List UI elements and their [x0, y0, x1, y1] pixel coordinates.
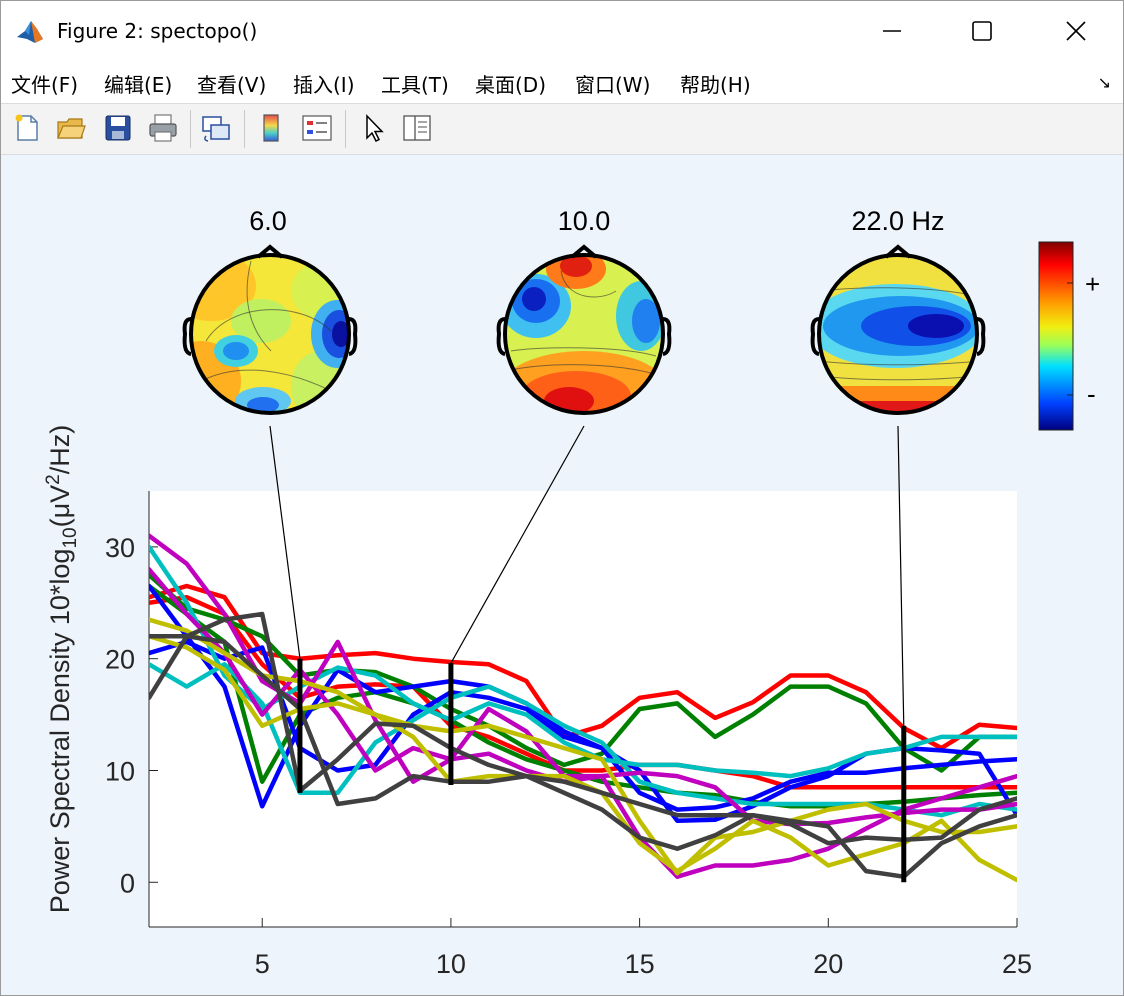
colorbar-plus-label: + [1085, 269, 1100, 299]
y-axis-label: Power Spectral Density 10*log10(μV2/Hz) [43, 425, 81, 913]
series-line-1 [149, 583, 1017, 751]
x-tick-label: 5 [255, 949, 270, 979]
new-figure-icon[interactable] [11, 112, 43, 144]
link-plot-icon[interactable] [200, 112, 232, 144]
series-line-12 [149, 634, 1017, 883]
save-icon[interactable] [102, 112, 134, 144]
series-line-13 [149, 611, 1017, 851]
property-inspector-icon[interactable] [401, 112, 433, 144]
expand-toolstrip-icon[interactable]: ↘ [1097, 73, 1111, 92]
series-line-7 [149, 544, 1017, 779]
topoplot-6hz [182, 244, 358, 415]
series-line-10 [149, 567, 1017, 827]
toolbar-separator [244, 110, 245, 148]
open-file-icon[interactable] [55, 112, 87, 144]
y-axis-label-end: /Hz) [45, 425, 75, 475]
legend-icon[interactable] [301, 112, 333, 144]
x-tick-label: 15 [625, 949, 655, 979]
menu-help[interactable]: 帮助(H) [680, 73, 751, 97]
y-axis-label-main: Power Spectral Density 10*log [45, 549, 75, 914]
colorbar: + - [1038, 241, 1100, 431]
toolbar-separator [345, 110, 346, 148]
menu-edit[interactable]: 编辑(E) [104, 73, 173, 97]
minimize-icon[interactable] [869, 11, 915, 51]
menu-insert[interactable]: 插入(I) [293, 73, 355, 97]
title-bar[interactable]: Figure 2: spectopo() [1, 1, 1123, 61]
y-axis-label-mid: (μV [45, 485, 75, 528]
y-axis-label-sub: 10 [60, 527, 81, 548]
topoplot-10hz [496, 244, 672, 415]
series-line-11 [149, 617, 1017, 876]
figure-canvas: 6.0 10.0 22.0 Hz + - 5 10 15 20 25 0 10 20 30 Po… [1, 154, 1123, 995]
topo-connectors [269, 425, 905, 726]
topo-label-10: 10.0 [558, 206, 611, 236]
topo-label-22: 22.0 Hz [851, 206, 944, 236]
topoplot-22hz [810, 244, 986, 415]
topo-connector-line [897, 425, 905, 726]
axis-ticks: 5 10 15 20 25 0 10 20 30 [105, 533, 1032, 979]
y-tick-label: 30 [105, 533, 135, 563]
frequency-markers [297, 658, 907, 883]
y-tick-label: 20 [105, 645, 135, 675]
topo-connector-line [450, 425, 585, 664]
maximize-icon[interactable] [959, 11, 1005, 51]
print-icon[interactable] [147, 112, 179, 144]
x-tick-label: 20 [813, 949, 843, 979]
menu-file[interactable]: 文件(F) [11, 73, 79, 97]
series-lines [149, 533, 1017, 883]
series-line-3 [149, 572, 1017, 773]
close-icon[interactable] [1053, 11, 1099, 51]
y-tick-label: 0 [120, 868, 135, 898]
colorbar-icon[interactable] [255, 112, 287, 144]
series-line-9 [149, 533, 1017, 879]
series-line-14 [149, 634, 1017, 879]
series-line-5 [149, 583, 1017, 812]
topo-connector-line [269, 425, 301, 659]
menu-window[interactable]: 窗口(W) [575, 73, 651, 97]
menu-view[interactable]: 查看(V) [197, 73, 267, 97]
y-axis-label-sup: 2 [43, 474, 64, 485]
menu-bar: 文件(F) 编辑(E) 查看(V) 插入(I) 工具(T) 桌面(D) 窗口(W… [1, 61, 1123, 103]
pointer-icon[interactable] [357, 112, 389, 144]
window-title: Figure 2: spectopo() [57, 19, 258, 43]
topo-label-6: 6.0 [249, 206, 287, 236]
y-tick-label: 10 [105, 756, 135, 786]
x-tick-label: 25 [1002, 949, 1032, 979]
colorbar-minus-label: - [1087, 379, 1096, 409]
x-tick-label: 10 [436, 949, 466, 979]
menu-desktop[interactable]: 桌面(D) [475, 73, 547, 97]
spectopo-figure: 6.0 10.0 22.0 Hz + - 5 10 15 20 25 0 10 20 30 Po… [43, 206, 1100, 979]
matlab-icon [15, 17, 45, 47]
menu-tools[interactable]: 工具(T) [381, 73, 449, 97]
toolbar-separator [190, 110, 191, 148]
toolbar [1, 103, 1123, 155]
